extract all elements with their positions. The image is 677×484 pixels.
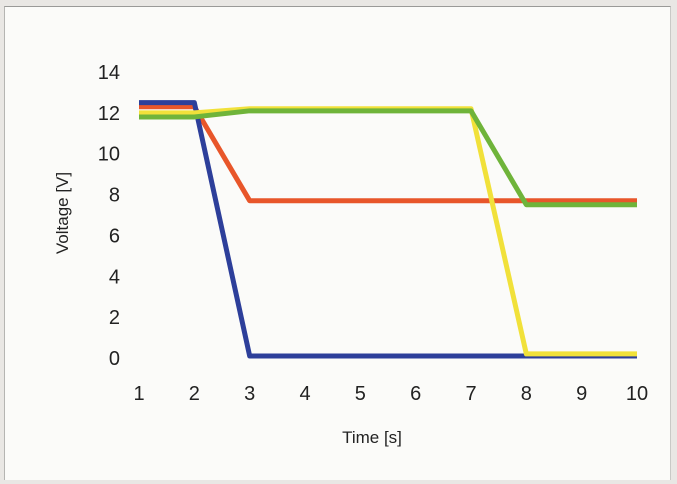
y-tick-label: 4 — [109, 266, 120, 288]
series-line — [139, 104, 637, 204]
x-tick-label: 7 — [465, 383, 476, 405]
y-axis-label: Voltage [V] — [53, 172, 72, 254]
x-tick-label: 4 — [299, 383, 310, 405]
y-tick-label: 0 — [109, 348, 120, 370]
series-line — [139, 106, 637, 357]
y-tick-label: 2 — [109, 307, 120, 329]
chart-frame — [4, 6, 671, 480]
x-tick-label: 2 — [189, 383, 200, 405]
x-tick-label: 6 — [410, 383, 421, 405]
y-tick-label: 8 — [109, 185, 120, 207]
y-tick-labels: 0 2 4 6 8 10 12 14 — [98, 62, 120, 370]
x-tick-label: 3 — [244, 383, 255, 405]
x-tick-label: 9 — [576, 383, 587, 405]
series-lines — [139, 100, 637, 359]
x-tick-label: 8 — [521, 383, 532, 405]
x-tick-label: 5 — [355, 383, 366, 405]
y-tick-label: 10 — [98, 144, 120, 166]
x-tick-label: 1 — [133, 383, 144, 405]
x-axis-label: Time [s] — [342, 428, 402, 447]
x-tick-label: 10 — [626, 383, 648, 405]
series-line — [139, 108, 637, 208]
y-tick-label: 14 — [98, 62, 120, 84]
y-tick-label: 6 — [109, 225, 120, 247]
x-tick-labels: 1 2 3 4 5 6 7 8 9 10 — [133, 383, 648, 405]
y-tick-label: 12 — [98, 103, 120, 125]
